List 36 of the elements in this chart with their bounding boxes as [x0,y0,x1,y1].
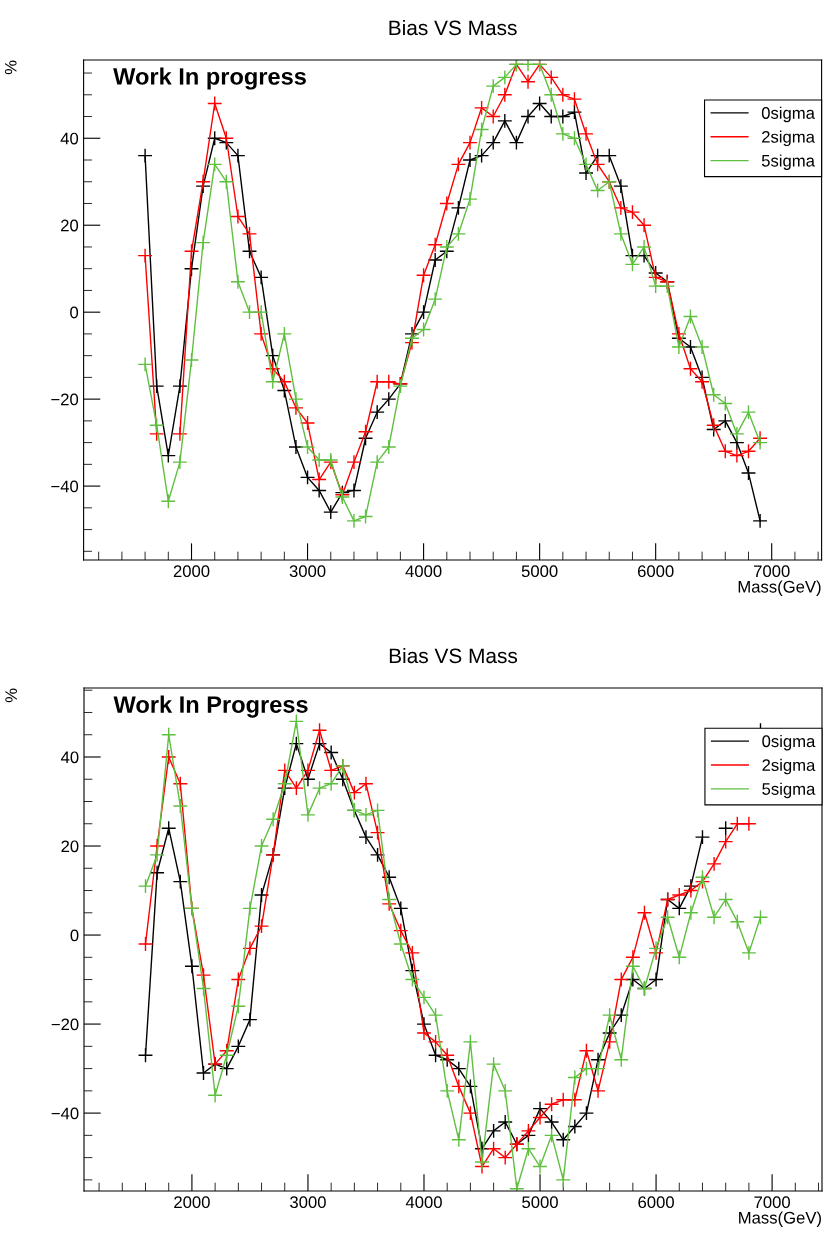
x-tick-label: 7000 [754,565,790,578]
chart-title: Bias VS Mass [389,647,518,664]
y-tick-label: −20 [51,1018,79,1031]
x-tick-label: 6000 [638,1196,674,1209]
x-tick-label: 5000 [521,565,558,578]
y-tick-label: 40 [60,751,79,764]
y-tick-label: −40 [51,480,79,493]
legend-label: 2sigma [762,130,815,147]
y-tick-label: 20 [61,840,79,853]
y-tick-label: −20 [51,393,79,406]
y-axis-title: % [5,688,17,703]
x-tick-label: 4000 [405,565,442,578]
x-tick-label: 4000 [405,1196,442,1209]
x-tick-label: 7000 [754,1196,790,1209]
x-tick-label: 2000 [174,1196,210,1209]
legend-label: 0sigma [762,734,816,751]
chart-title: Bias VS Mass [389,19,517,36]
x-tick-label: 2000 [173,565,210,578]
y-tick-label: 40 [60,132,79,145]
annotation: Work In Progress [113,695,308,718]
x-axis-title: Mass(GeV) [739,1211,821,1227]
y-tick-label: 0 [70,929,79,942]
y-axis-title: % [4,60,17,75]
y-tick-label: 20 [61,219,79,232]
annotation: Work In progress [113,67,306,90]
y-tick-label: 0 [70,306,79,319]
x-axis-title: Mass(GeV) [738,580,821,596]
y-tick-label: −40 [51,1107,79,1120]
legend-label: 0sigma [761,106,815,123]
x-tick-label: 3000 [289,565,326,578]
legend-label: 5sigma [762,782,816,799]
x-tick-label: 6000 [637,565,674,578]
x-tick-label: 3000 [290,1196,326,1209]
legend-label: 5sigma [761,154,815,170]
legend-label: 2sigma [762,758,816,775]
x-tick-label: 5000 [522,1196,558,1209]
